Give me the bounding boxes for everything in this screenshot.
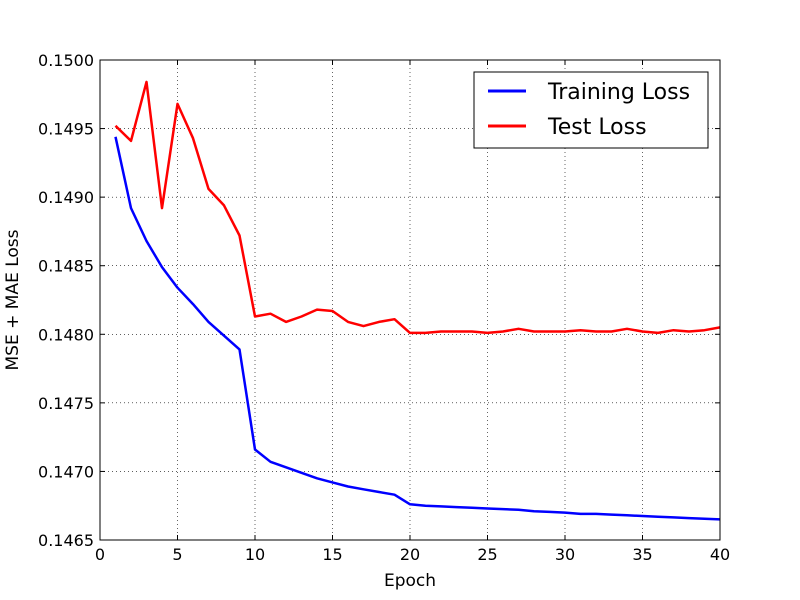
- series-line-test-loss: [114, 80, 721, 335]
- legend-label-test-loss: Test Loss: [547, 115, 647, 140]
- x-tick-label: 40: [710, 545, 730, 564]
- y-axis-label: MSE + MAE Loss: [3, 229, 23, 370]
- x-axis-label: Epoch: [384, 571, 436, 591]
- series-lines: [114, 80, 721, 521]
- y-tick-label: 0.1495: [38, 120, 94, 139]
- x-tick-label: 0: [95, 545, 105, 564]
- y-tick-label: 0.1490: [38, 188, 94, 207]
- axis-ticks: [99, 59, 721, 541]
- x-tick-labels: 0 5 10 15 20 25 30 35 40: [95, 545, 730, 564]
- y-tick-label: 0.1470: [38, 462, 94, 481]
- x-tick-label: 30: [555, 545, 575, 564]
- x-tick-label: 5: [172, 545, 182, 564]
- x-tick-label: 25: [477, 545, 497, 564]
- legend-label-training-loss: Training Loss: [547, 80, 690, 105]
- y-tick-label: 0.1480: [38, 325, 94, 344]
- y-tick-labels: 0.1465 0.1470 0.1475 0.1480 0.1485 0.1490 0.14…: [38, 51, 94, 550]
- legend: Training Loss Test Loss: [473, 71, 709, 149]
- x-tick-label: 35: [632, 545, 652, 564]
- y-tick-label: 0.1500: [38, 51, 94, 70]
- series-line-training-loss: [114, 136, 721, 521]
- x-tick-label: 15: [322, 545, 342, 564]
- y-tick-label: 0.1465: [38, 531, 94, 550]
- y-tick-label: 0.1485: [38, 257, 94, 276]
- y-tick-label: 0.1475: [38, 394, 94, 413]
- x-tick-label: 20: [400, 545, 420, 564]
- x-tick-label: 10: [245, 545, 265, 564]
- legend-box: [473, 71, 709, 149]
